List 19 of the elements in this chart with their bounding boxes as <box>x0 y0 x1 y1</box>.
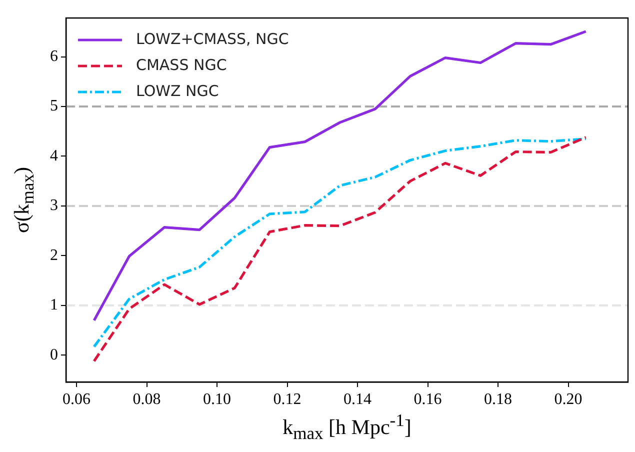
x-tick-label: 0.20 <box>554 390 582 408</box>
legend-label: LOWZ+CMASS, NGC <box>136 30 289 48</box>
y-tick-label: 2 <box>50 246 58 264</box>
x-tick-label: 0.14 <box>344 390 372 408</box>
y-tick-label: 1 <box>50 296 58 314</box>
x-tick-label: 0.06 <box>62 390 91 408</box>
y-tick-label: 4 <box>50 147 58 164</box>
y-tick-label: 5 <box>50 98 58 115</box>
x-axis-title: k$_{max}$ [h Mpc$^{-1}$] <box>282 410 412 444</box>
x-tick-label: 0.12 <box>273 390 302 408</box>
legend-label: CMASS NGC <box>136 56 227 74</box>
y-tick-label: 6 <box>50 48 58 65</box>
x-tick-label: 0.10 <box>203 390 232 408</box>
legend-label: LOWZ NGC <box>136 82 219 100</box>
x-tick-label: 0.16 <box>414 390 442 408</box>
x-tick-label: 0.18 <box>484 390 512 408</box>
y-tick-label: 0 <box>50 346 58 364</box>
y-tick-label: 3 <box>50 197 58 214</box>
x-tick-label: 0.08 <box>132 390 161 408</box>
